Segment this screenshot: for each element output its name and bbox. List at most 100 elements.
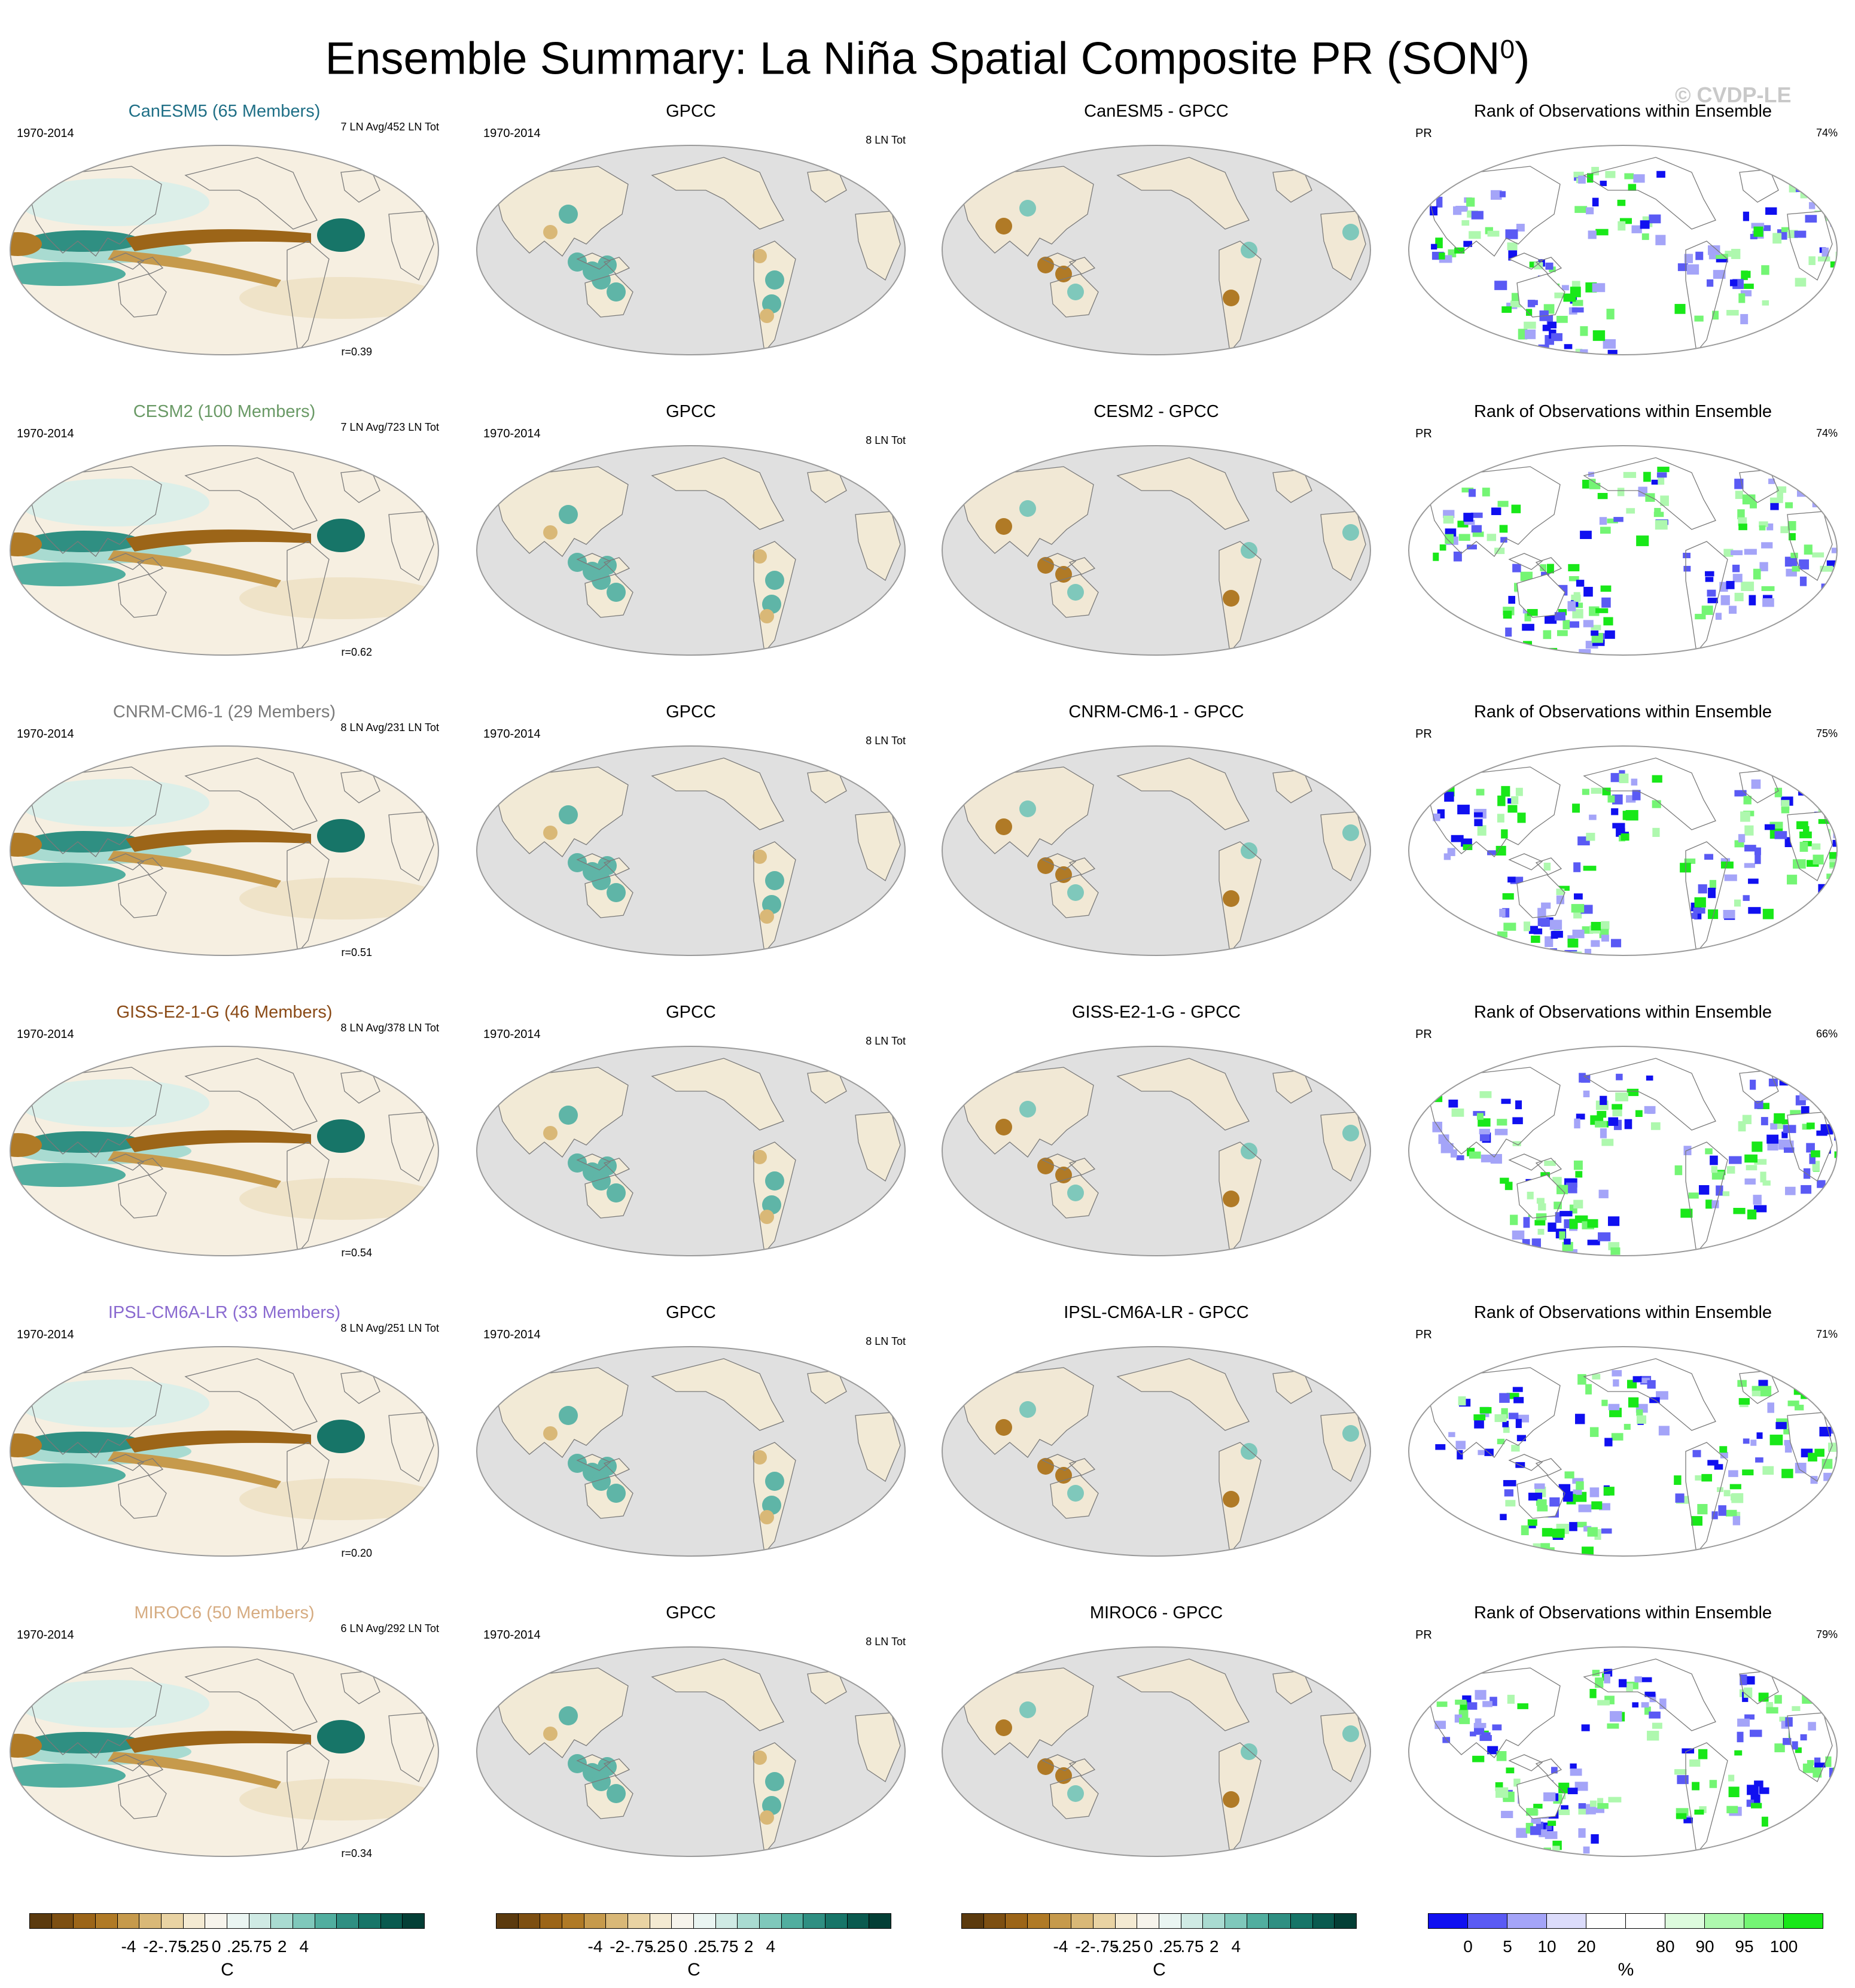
colorbar-tick-label: 20 (1577, 1937, 1596, 1956)
colorbar-tick-label: -4 (587, 1937, 603, 1956)
colorbar-tick-label: .75 (1180, 1937, 1204, 1956)
map-outline (10, 1046, 439, 1256)
rank-variable-label: PR (1415, 1328, 1432, 1341)
rank-percent-label: 75% (1816, 727, 1838, 739)
colorbar-tick-label: 0 (211, 1937, 221, 1956)
pattern-correlation-label: r=0.62 (341, 646, 372, 658)
model-map (10, 1046, 439, 1256)
obs-composite-panel: GPCC 1970-2014 8 LN Tot (473, 401, 909, 700)
colorbar-tick-label: -.75 (158, 1937, 187, 1956)
colorbar-tick-label: -2 (143, 1937, 159, 1956)
colorbar-tick-label: -2 (1075, 1937, 1091, 1956)
obs-colorbar: -4 -2 -.75 -.25 0 .25.75 2 4 C (496, 1913, 892, 1985)
colorbar-swatch (781, 1913, 804, 1929)
difference-title: CESM2 - GPCC (1093, 402, 1219, 421)
colorbar-swatch (1467, 1913, 1507, 1929)
rank-percent-label: 66% (1816, 1028, 1838, 1040)
model-stat-label: 7 LN Avg/723 LN Tot (340, 421, 439, 433)
period-label: 1970-2014 (17, 427, 74, 440)
colorbar-tick-label: 4 (766, 1937, 776, 1956)
colorbar-swatch (73, 1913, 96, 1929)
obs-map (476, 1346, 906, 1557)
difference-panel: CNRM-CM6-1 - GPCC (938, 701, 1375, 1000)
colorbar-swatch (1246, 1913, 1269, 1929)
map-outline (476, 1346, 906, 1557)
colorbar-swatch (1744, 1913, 1784, 1929)
map-outline (1408, 145, 1838, 355)
colorbar-tick-label: .25 (226, 1937, 250, 1956)
difference-title: CNRM-CM6-1 - GPCC (1068, 702, 1244, 721)
difference-title: CanESM5 - GPCC (1084, 102, 1229, 121)
colorbar-swatch (1027, 1913, 1050, 1929)
map-outline (476, 1646, 906, 1857)
colorbar-tick-label: 0 (678, 1937, 688, 1956)
obs-title: GPCC (666, 102, 716, 121)
obs-title: GPCC (666, 702, 716, 721)
colorbar-tick-label: -2 (610, 1937, 625, 1956)
rank-map (1408, 745, 1838, 956)
colorbar-swatch (1546, 1913, 1586, 1929)
colorbar-swatch (759, 1913, 782, 1929)
colorbar-swatch (1665, 1913, 1705, 1929)
map-outline (476, 445, 906, 656)
colorbar-swatch (1005, 1913, 1028, 1929)
period-label: 1970-2014 (17, 1328, 74, 1341)
colorbar-swatch (605, 1913, 629, 1929)
colorbar-swatches (961, 1913, 1357, 1929)
obs-title: GPCC (666, 1603, 716, 1622)
colorbar-swatch (583, 1913, 607, 1929)
diff-map (942, 1046, 1371, 1256)
colorbar-swatch (1180, 1913, 1204, 1929)
rank-title: Rank of Observations within Ensemble (1473, 702, 1772, 721)
colorbar-tick-label: 0 (1463, 1937, 1473, 1956)
rank-panel: Rank of Observations within Ensemble PR 66… (1405, 1001, 1841, 1301)
diff-map (942, 1646, 1371, 1857)
colorbar-swatch (517, 1913, 541, 1929)
map-outline (942, 745, 1371, 956)
map-outline (1408, 1646, 1838, 1857)
rank-title: Rank of Observations within Ensemble (1473, 1303, 1772, 1322)
colorbar-swatch (1159, 1913, 1181, 1929)
obs-title: GPCC (666, 1003, 716, 1022)
model-stat-label: 8 LN Avg/251 LN Tot (340, 1322, 439, 1334)
obs-map (476, 1646, 906, 1857)
difference-panel: IPSL-CM6A-LR - GPCC (938, 1302, 1375, 1601)
colorbar-swatch (737, 1913, 760, 1929)
map-outline (1408, 1346, 1838, 1557)
rank-variable-label: PR (1415, 127, 1432, 140)
map-outline (476, 145, 906, 355)
difference-title: GISS-E2-1-G - GPCC (1072, 1003, 1241, 1022)
model-map (10, 1646, 439, 1857)
colorbar-tick-label: 95 (1735, 1937, 1754, 1956)
colorbar-swatch (693, 1913, 716, 1929)
pattern-correlation-label: r=0.20 (341, 1547, 372, 1559)
colorbar-swatch (983, 1913, 1006, 1929)
difference-colorbar: -4 -2 -.75 -.25 0 .25.75 2 4 C (961, 1913, 1357, 1985)
obs-composite-panel: GPCC 1970-2014 8 LN Tot (473, 1001, 909, 1301)
rank-map (1408, 145, 1838, 355)
diff-map (942, 745, 1371, 956)
colorbar-swatch (803, 1913, 826, 1929)
difference-panel: CESM2 - GPCC (938, 401, 1375, 700)
colorbar-tick-label: 2 (744, 1937, 754, 1956)
colorbar-tick-label: .25 (693, 1937, 717, 1956)
obs-map (476, 745, 906, 956)
map-outline (1408, 445, 1838, 656)
map-outline (10, 1346, 439, 1557)
period-label: 1970-2014 (17, 727, 74, 741)
colorbar-swatch (1312, 1913, 1335, 1929)
colorbar-swatch (117, 1913, 140, 1929)
obs-title: GPCC (666, 1303, 716, 1322)
colorbar-swatch (227, 1913, 249, 1929)
colorbar-tick-label: 4 (299, 1937, 309, 1956)
obs-stat-label: 8 LN Tot (866, 1035, 906, 1047)
colorbar-swatch (95, 1913, 118, 1929)
rank-variable-label: PR (1415, 727, 1432, 741)
model-composite-panel: CanESM5 (65 Members) 1970-2014 7 LN Avg/45… (6, 101, 443, 400)
obs-map (476, 1046, 906, 1256)
colorbar-tick-label: 80 (1656, 1937, 1675, 1956)
colorbar-swatch (1290, 1913, 1313, 1929)
map-outline (476, 1046, 906, 1256)
period-label: 1970-2014 (17, 1028, 74, 1041)
colorbar-swatch (1507, 1913, 1547, 1929)
